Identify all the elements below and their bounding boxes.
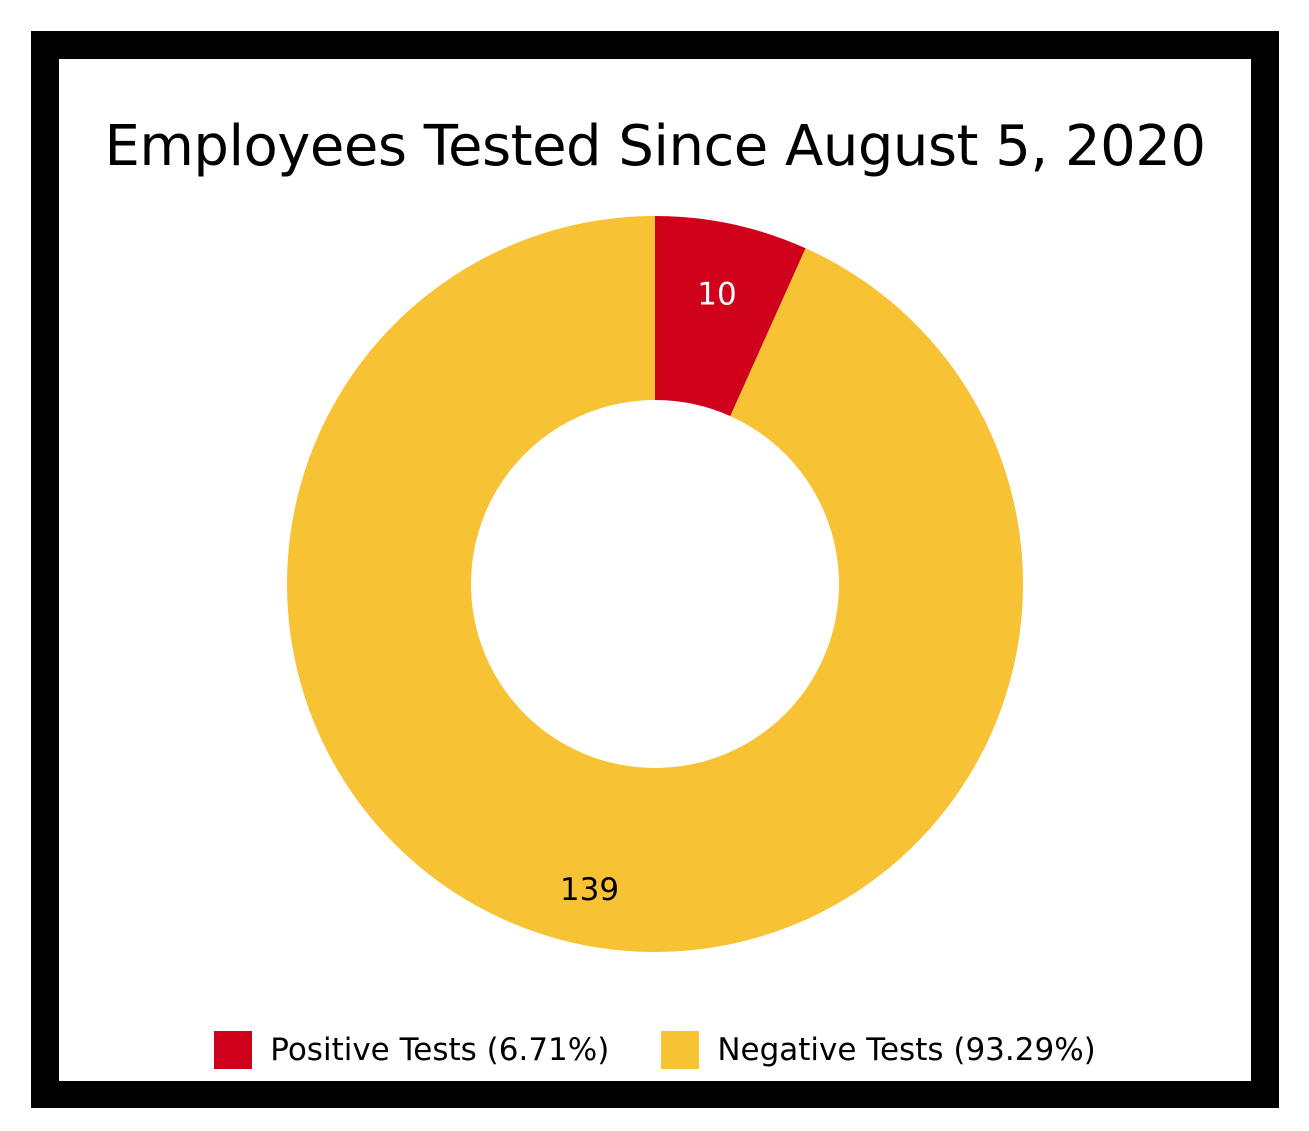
legend-swatch-negative	[661, 1031, 700, 1069]
legend-label-negative: Negative Tests (93.29%)	[717, 1032, 1096, 1068]
donut-data-labels: 10 139	[560, 277, 737, 909]
chart-title: Employees Tested Since August 5, 2020	[104, 114, 1206, 179]
chart-card: Employees Tested Since August 5, 2020 10…	[59, 59, 1251, 1081]
data-label-negative: 139	[560, 872, 619, 908]
legend: Positive Tests (6.71%) Negative Tests (9…	[59, 1031, 1251, 1069]
donut-slice-positive[interactable]	[655, 216, 806, 417]
donut-slices	[286, 216, 1023, 953]
donut-slice-negative[interactable]	[286, 216, 1023, 953]
legend-item-negative[interactable]: Negative Tests (93.29%)	[661, 1031, 1096, 1069]
data-label-positive: 10	[697, 277, 736, 313]
legend-swatch-positive	[214, 1031, 253, 1069]
legend-item-positive[interactable]: Positive Tests (6.71%)	[214, 1031, 609, 1069]
legend-label-positive: Positive Tests (6.71%)	[270, 1032, 610, 1068]
donut-chart: 10 139	[286, 216, 1023, 953]
